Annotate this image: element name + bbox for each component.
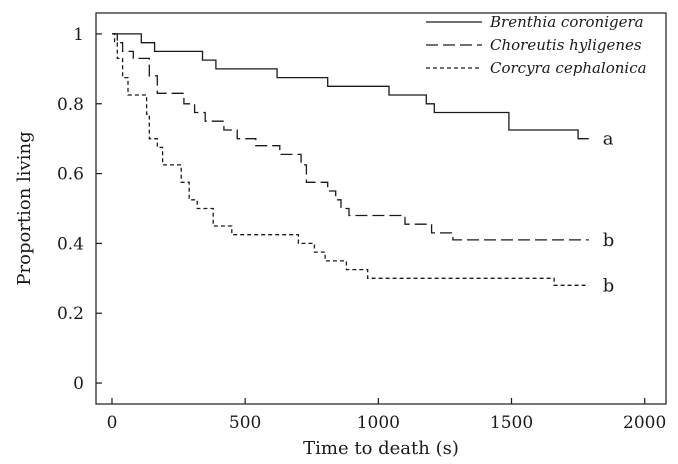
y-tick-label: 0.8 bbox=[57, 95, 84, 115]
axis-ticks bbox=[96, 33, 646, 404]
legend-label-choreutis-hyligenes: Choreutis hyligenes bbox=[490, 36, 642, 54]
legend: Brenthia coronigera Choreutis hyligenes … bbox=[426, 13, 647, 77]
group-label-choreutis-hyligenes: b bbox=[603, 230, 615, 251]
plot-border bbox=[95, 12, 667, 405]
x-tick-label: 500 bbox=[229, 413, 261, 433]
y-tick-label: 0.6 bbox=[57, 165, 84, 185]
x-tick-label: 2000 bbox=[623, 413, 666, 433]
x-tick-label: 1500 bbox=[490, 413, 533, 433]
group-label-corcyra-cephalonica: b bbox=[603, 275, 615, 296]
y-tick-label: 0.2 bbox=[57, 304, 84, 324]
x-tick-label: 1000 bbox=[357, 413, 400, 433]
group-labels: a b b bbox=[603, 129, 615, 297]
series-line-corcyra-cephalonica bbox=[112, 33, 589, 286]
axis-tick-labels: 0 500 1000 1500 2000 0 0.2 0.4 0.6 0.8 1 bbox=[57, 25, 666, 433]
y-tick-label: 0 bbox=[73, 374, 84, 394]
y-tick-label: 1 bbox=[73, 25, 84, 45]
x-tick-label: 0 bbox=[107, 413, 118, 433]
x-axis-label: Time to death (s) bbox=[303, 438, 459, 459]
series-line-brenthia-coronigera bbox=[112, 33, 589, 140]
y-axis-label: Proportion living bbox=[14, 131, 35, 285]
series-line-choreutis-hyligenes bbox=[112, 33, 589, 241]
series-lines bbox=[112, 33, 589, 286]
y-tick-label: 0.4 bbox=[57, 234, 84, 254]
plot-frame bbox=[95, 12, 667, 405]
legend-label-corcyra-cephalonica: Corcyra cephalonica bbox=[490, 59, 647, 77]
legend-label-brenthia-coronigera: Brenthia coronigera bbox=[489, 13, 644, 31]
group-label-brenthia-coronigera: a bbox=[603, 129, 614, 150]
